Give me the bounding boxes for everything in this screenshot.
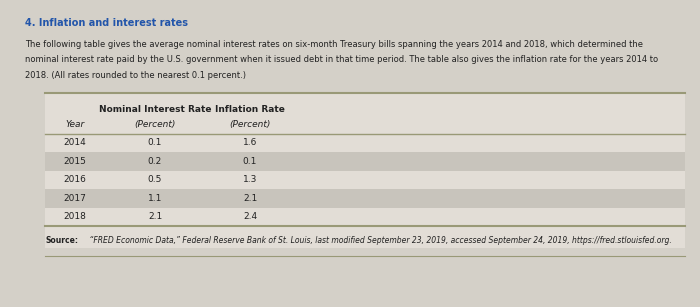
Text: 1.1: 1.1 [148,194,162,203]
Text: Nominal Interest Rate: Nominal Interest Rate [99,105,211,114]
Bar [45,152,685,170]
Bar [45,189,685,208]
Text: 2018: 2018 [64,212,86,221]
Text: Source:: Source: [45,236,78,245]
Text: 2016: 2016 [64,175,86,184]
Text: 0.1: 0.1 [243,157,257,166]
Text: 0.1: 0.1 [148,138,162,147]
Text: 1.6: 1.6 [243,138,257,147]
Text: 2017: 2017 [64,194,86,203]
Text: 2.1: 2.1 [148,212,162,221]
Text: 2018. (All rates rounded to the nearest 0.1 percent.): 2018. (All rates rounded to the nearest … [25,71,246,80]
Text: The following table gives the average nominal interest rates on six-month Treasu: The following table gives the average no… [25,40,643,49]
Text: 0.5: 0.5 [148,175,162,184]
Text: 2014: 2014 [64,138,86,147]
Text: 1.3: 1.3 [243,175,257,184]
Text: Inflation Rate: Inflation Rate [215,105,285,114]
Text: 0.2: 0.2 [148,157,162,166]
Text: (Percent): (Percent) [230,119,271,129]
Text: 2015: 2015 [64,157,86,166]
Text: Year: Year [65,119,85,129]
Text: 4. Inflation and interest rates: 4. Inflation and interest rates [25,18,188,28]
Text: “FRED Economic Data,” Federal Reserve Bank of St. Louis, last modified September: “FRED Economic Data,” Federal Reserve Ba… [87,236,672,245]
Text: 2.1: 2.1 [243,194,257,203]
Text: nominal interest rate paid by the U.S. government when it issued debt in that ti: nominal interest rate paid by the U.S. g… [25,56,658,64]
Text: 2.4: 2.4 [243,212,257,221]
Text: (Percent): (Percent) [134,119,176,129]
Bar [45,93,685,248]
